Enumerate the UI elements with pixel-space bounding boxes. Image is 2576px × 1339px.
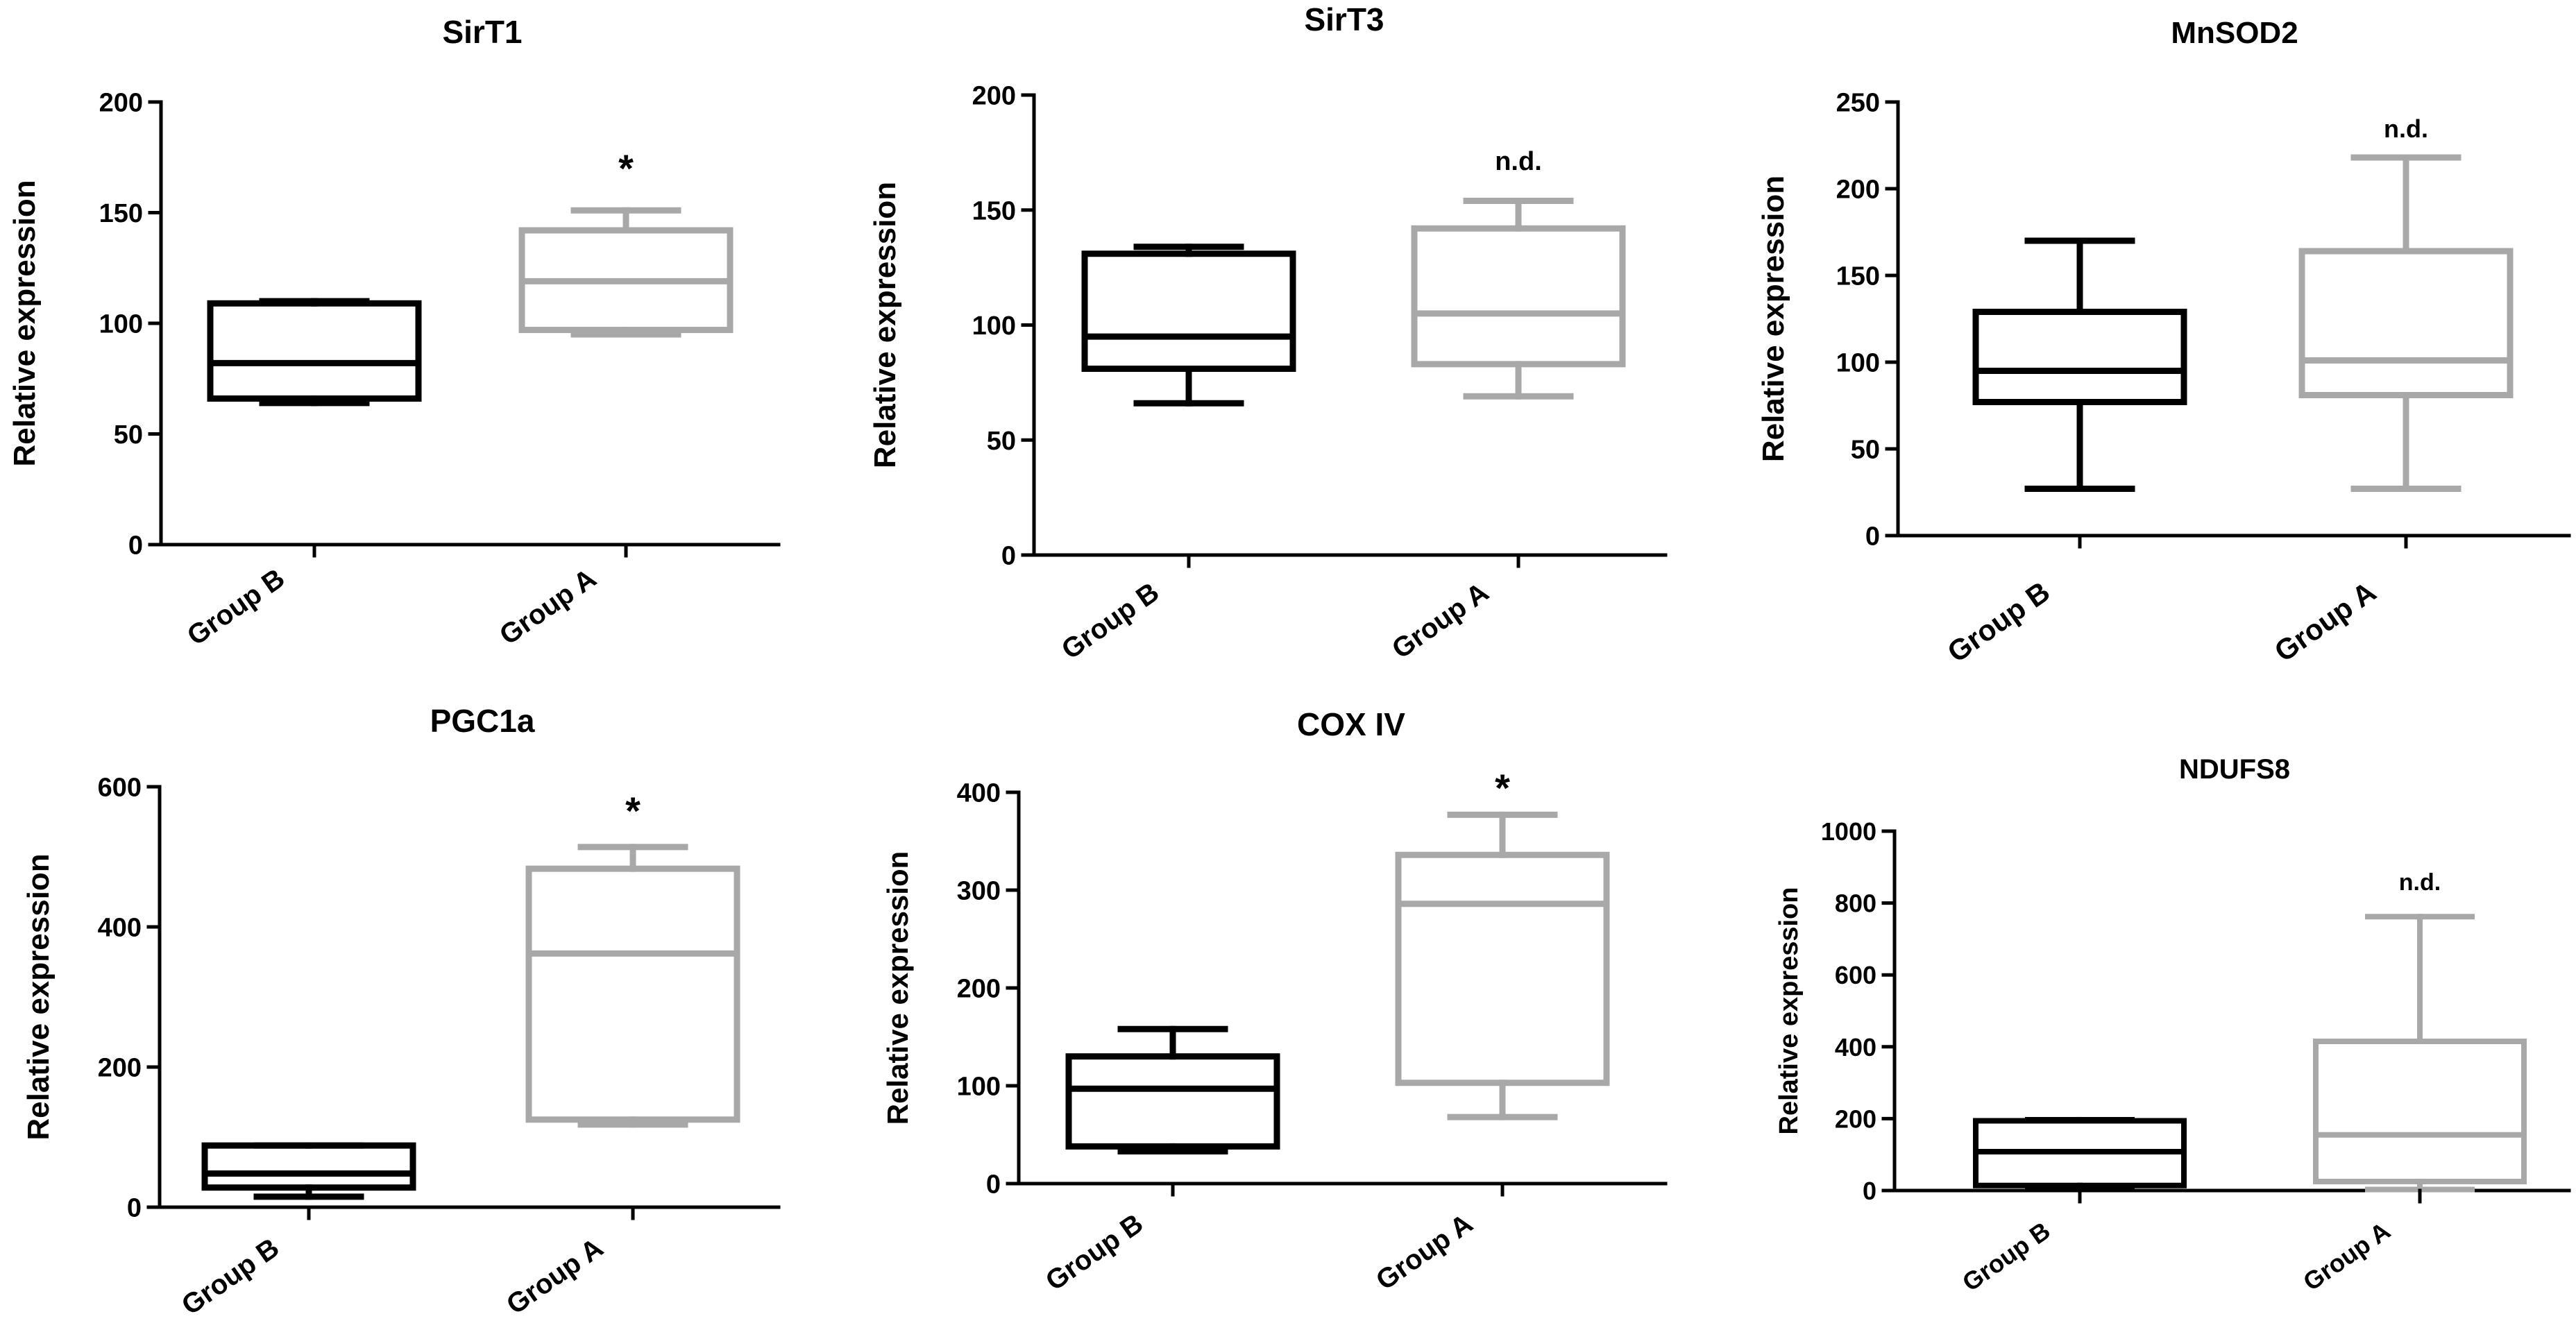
x-tick-label: Group B — [1942, 575, 2056, 669]
y-tick-label: 400 — [98, 914, 142, 943]
box-iqr — [525, 865, 740, 1123]
significance-annotation: n.d. — [2399, 869, 2441, 896]
box-group-b — [1973, 1116, 2187, 1192]
significance-annotation: n.d. — [1495, 147, 1542, 176]
chart-title: NDUFS8 — [2179, 754, 2290, 785]
box-iqr — [201, 1142, 416, 1191]
y-tick-label: 800 — [1835, 889, 1876, 918]
y-tick-label: 150 — [99, 199, 143, 228]
y-tick-label: 250 — [1836, 89, 1880, 118]
box-iqr — [1395, 851, 1610, 1086]
box-iqr — [2313, 1039, 2527, 1185]
box-iqr — [207, 300, 422, 402]
chart-title: COX IV — [1297, 706, 1405, 742]
y-tick-label: 200 — [1835, 1105, 1876, 1133]
box-group-a — [2313, 914, 2527, 1193]
chart-title: PGC1a — [430, 703, 535, 739]
y-tick-label: 400 — [957, 779, 1001, 808]
box-group-b — [207, 298, 422, 407]
y-tick-label: 300 — [957, 877, 1001, 906]
significance-annotation: n.d. — [2384, 114, 2428, 143]
y-tick-label: 100 — [1836, 349, 1880, 378]
y-tick-label: 200 — [972, 82, 1016, 111]
x-tick-label: Group A — [1371, 1208, 1478, 1296]
box-iqr — [1972, 309, 2187, 405]
panel-mnsod2: MnSOD2 0 50 100 150 200 250 Relative expression… — [1756, 16, 2571, 669]
x-tick-label: Group A — [1387, 577, 1494, 665]
x-tick-label: Group B — [1056, 577, 1164, 665]
y-axis-label: Relative expression — [1774, 887, 1804, 1135]
y-tick-label: 200 — [957, 975, 1001, 1004]
y-axis-label: Relative expression — [1756, 176, 1790, 462]
box-group-b — [1081, 244, 1296, 407]
chart-title: MnSOD2 — [2171, 16, 2298, 50]
box-iqr — [2298, 248, 2514, 398]
y-tick-label: 1000 — [1821, 817, 1876, 846]
box-iqr — [1065, 1053, 1280, 1150]
y-tick-label: 0 — [1001, 542, 1016, 571]
x-tick-label: Group B — [182, 563, 290, 651]
y-tick-label: 50 — [114, 420, 143, 450]
y-tick-label: 100 — [957, 1073, 1001, 1102]
x-tick-label: Group A — [494, 563, 602, 651]
box-group-a — [1411, 197, 1626, 400]
panel-sirt3: SirT3 0 50 100 150 200 Relative expression Grou… — [868, 1, 1668, 665]
x-tick-label: Group B — [1040, 1208, 1149, 1297]
y-tick-label: 200 — [99, 89, 143, 118]
chart-title: SirT1 — [442, 14, 522, 50]
y-tick-label: 0 — [128, 531, 143, 561]
box-group-a — [518, 207, 734, 338]
y-axis-label: Relative expression — [881, 851, 914, 1125]
y-tick-label: 50 — [1851, 436, 1880, 465]
x-tick-label: Group A — [2298, 1216, 2395, 1296]
box-group-b — [1972, 237, 2187, 492]
y-axis-label: Relative expression — [22, 853, 56, 1140]
y-tick-label: 200 — [98, 1054, 142, 1083]
y-tick-label: 0 — [986, 1170, 1001, 1200]
y-tick-label: 100 — [99, 310, 143, 339]
box-iqr — [1081, 250, 1296, 372]
x-tick-label: Group B — [176, 1232, 285, 1321]
box-group-a — [2298, 154, 2514, 492]
y-tick-label: 400 — [1835, 1033, 1876, 1061]
x-tick-label: Group A — [501, 1232, 609, 1320]
panel-sirt1: SirT1 0 50 100 150 200 Relative expression Grou… — [8, 14, 781, 651]
y-tick-label: 150 — [972, 196, 1016, 225]
panel-ndufs8: NDUFS8 0 200 400 600 800 1000 Relative expressi… — [1774, 754, 2571, 1297]
significance-annotation: * — [1495, 766, 1510, 810]
box-group-b — [201, 1142, 416, 1200]
significance-annotation: * — [625, 789, 641, 833]
y-axis-label: Relative expression — [868, 182, 902, 468]
y-axis-label: Relative expression — [8, 180, 42, 466]
chart-title: SirT3 — [1304, 1, 1384, 37]
box-group-a — [525, 844, 740, 1128]
panel-pgc1a: PGC1a 0 200 400 600 Relative expression Group … — [22, 703, 781, 1321]
y-tick-label: 100 — [972, 312, 1016, 341]
y-tick-label: 200 — [1836, 176, 1880, 205]
significance-annotation: * — [618, 146, 634, 190]
y-tick-label: 0 — [1863, 1177, 1876, 1205]
panel-cox-iv: COX IV 0 100 200 300 400 Relative expression Gr… — [881, 706, 1668, 1297]
y-tick-label: 150 — [1836, 262, 1880, 291]
y-tick-label: 600 — [98, 774, 142, 803]
box-iqr — [1411, 225, 1626, 368]
box-group-b — [1065, 1025, 1280, 1154]
y-tick-label: 600 — [1835, 961, 1876, 989]
x-tick-label: Group A — [2269, 575, 2382, 668]
y-tick-label: 50 — [987, 427, 1016, 456]
box-group-a — [1395, 811, 1610, 1120]
y-tick-label: 0 — [1865, 522, 1880, 552]
x-tick-label: Group B — [1957, 1216, 2055, 1297]
y-tick-label: 0 — [127, 1194, 142, 1223]
